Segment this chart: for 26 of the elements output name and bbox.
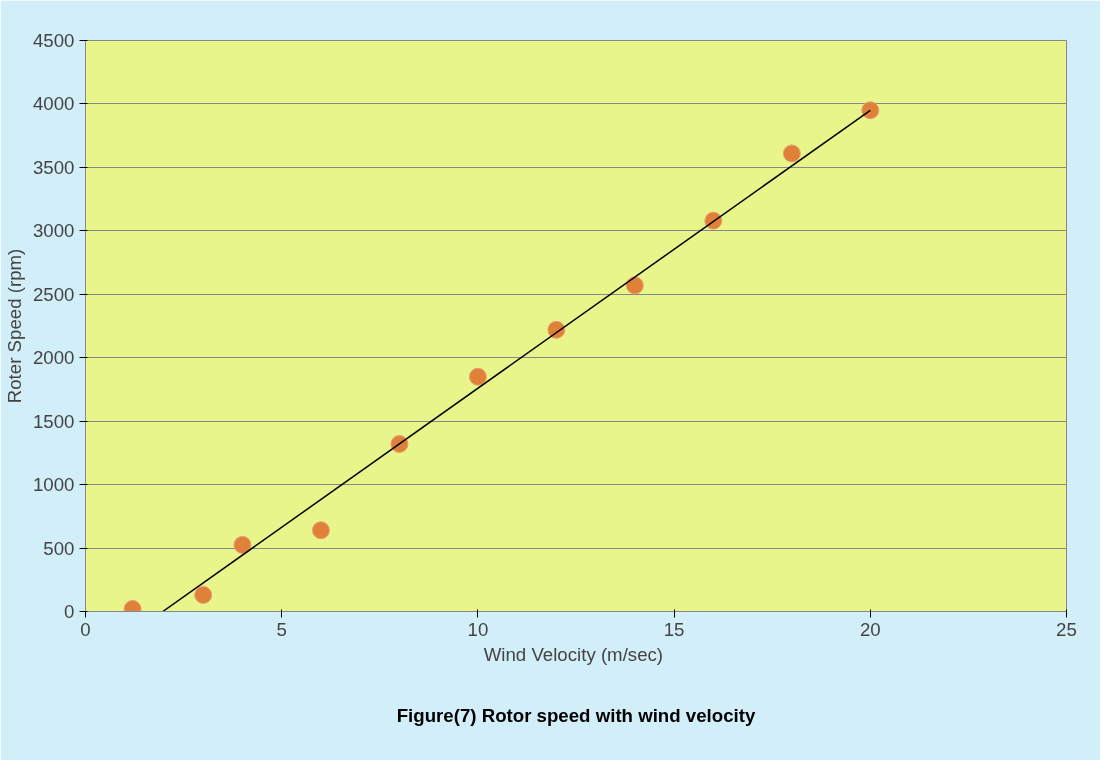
y-tick-label: 4500 <box>33 30 75 51</box>
y-tick-label: 3000 <box>33 220 75 242</box>
point <box>782 144 801 163</box>
y-axis-title: Roter Speed (rpm) <box>4 248 25 404</box>
y-tick-label: 3500 <box>33 156 75 178</box>
y-tick-label: 500 <box>43 537 75 559</box>
x-tick-label: 0 <box>80 618 91 640</box>
y-tick-label: 2000 <box>33 347 75 369</box>
y-tick-label: 0 <box>64 601 75 622</box>
point <box>233 535 252 554</box>
x-tick-label: 25 <box>1056 618 1077 640</box>
text: Figure(7) Rotor speed with wind velocity <box>396 704 756 726</box>
point <box>311 521 330 540</box>
point <box>468 367 487 386</box>
y-tick-label: 1000 <box>33 474 75 496</box>
x-axis-title: Wind Velocity (m/sec) <box>483 643 664 665</box>
point <box>861 101 880 120</box>
x-tick-label: 10 <box>467 618 489 640</box>
x-tick-label: 5 <box>276 618 287 640</box>
y-tick-label: 2500 <box>33 283 75 305</box>
point <box>194 586 213 604</box>
y-tick-label: 1500 <box>33 410 75 432</box>
y-tick-label: 4000 <box>33 93 75 115</box>
x-tick-label: 20 <box>859 618 881 640</box>
point <box>625 276 644 295</box>
x-tick-label: 15 <box>663 618 685 640</box>
